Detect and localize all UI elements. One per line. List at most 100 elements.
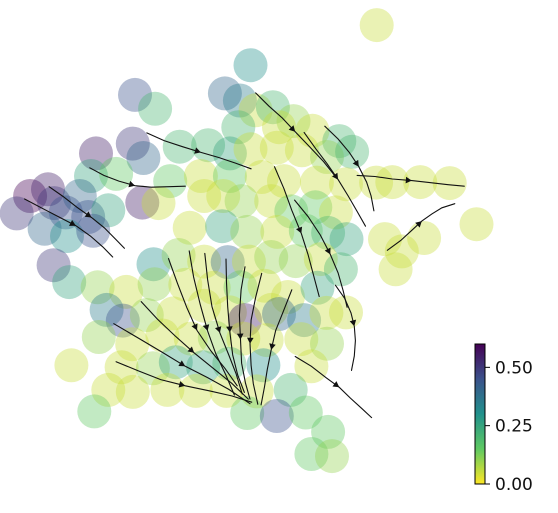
streamline-arrow-4 — [236, 333, 244, 340]
cell-point-113 — [158, 345, 193, 380]
cell-point-56 — [50, 219, 84, 253]
cell-point-101 — [81, 320, 116, 354]
cell-point-104 — [173, 321, 208, 356]
cell-point-125 — [77, 394, 112, 429]
cell-point-74 — [231, 244, 266, 279]
cell-point-119 — [115, 374, 150, 409]
cell-point-85 — [223, 270, 258, 305]
cell-point-130 — [294, 437, 329, 471]
cell-point-51 — [274, 194, 309, 229]
cell-point-93 — [187, 288, 222, 323]
cell-point-45 — [125, 185, 160, 220]
cell-point-18 — [212, 136, 247, 171]
colorbar: 0.00 0.25 0.50 — [474, 343, 533, 495]
cell-point-116 — [246, 348, 281, 383]
cell-point-67 — [378, 252, 413, 287]
cell-point-76 — [278, 244, 313, 279]
cell-point-97 — [262, 297, 296, 331]
cell-point-44 — [91, 193, 126, 228]
cell-point-46 — [141, 186, 176, 221]
cell-point-63 — [311, 215, 346, 250]
streamline-arrow-16 — [69, 220, 76, 226]
cell-point-75 — [254, 240, 289, 274]
colorbar-tick-label-2: 0.50 — [495, 358, 533, 378]
cell-point-98 — [287, 303, 322, 338]
cell-point-66 — [407, 221, 442, 255]
streamline-arrow-8 — [178, 381, 186, 388]
cell-point-16 — [162, 129, 197, 164]
cell-point-50 — [254, 184, 289, 219]
streamline-arrow-11 — [324, 247, 331, 255]
cell-point-41 — [62, 179, 97, 213]
colorbar-tick-label-1: 0.25 — [495, 417, 533, 437]
cell-point-128 — [288, 395, 323, 430]
cell-point-69 — [52, 265, 87, 300]
cell-point-65 — [368, 222, 402, 257]
cell-point-38 — [31, 172, 65, 207]
cell-point-127 — [259, 399, 294, 433]
cell-point-59 — [205, 209, 240, 244]
streamline-arrow-10 — [296, 226, 303, 234]
cell-point-61 — [260, 214, 295, 249]
cell-point-36 — [432, 166, 467, 201]
cell-point-91 — [129, 298, 164, 332]
cell-point-7 — [255, 90, 290, 125]
cell-point-8 — [276, 104, 311, 139]
cell-point-55 — [27, 211, 62, 246]
cell-point-88 — [300, 270, 335, 305]
cell-point-54 — [459, 207, 494, 242]
cell-point-25 — [99, 156, 134, 191]
cell-point-124 — [273, 372, 308, 407]
cell-point-53 — [318, 195, 353, 230]
streamline-arrow-12 — [288, 125, 296, 132]
streamline-arrow-6 — [187, 346, 195, 353]
cell-point-120 — [150, 372, 185, 407]
cell-point-80 — [80, 270, 115, 305]
cell-point-12 — [221, 110, 256, 145]
cell-point-84 — [196, 270, 231, 305]
cell-point-102 — [115, 327, 150, 362]
cell-point-95 — [228, 303, 262, 338]
cell-point-33 — [359, 165, 394, 200]
streamline-arrow-1 — [202, 324, 210, 331]
cell-point-17 — [191, 128, 226, 163]
cell-point-40 — [37, 186, 72, 221]
cell-point-109 — [310, 326, 344, 361]
cell-point-4 — [207, 76, 242, 111]
cell-point-34 — [375, 165, 410, 200]
streamline-arrow-0 — [191, 323, 198, 331]
cell-point-2 — [118, 77, 152, 112]
cell-point-118 — [91, 372, 126, 407]
cell-point-5 — [222, 83, 257, 118]
cell-point-79 — [384, 234, 419, 269]
streamline-arrow-17 — [84, 211, 92, 218]
cell-point-68 — [36, 248, 71, 283]
cell-point-126 — [230, 396, 265, 430]
cell-point-42 — [48, 195, 83, 230]
cell-point-57 — [76, 213, 111, 248]
cell-point-129 — [311, 414, 346, 449]
streamline-arrow-14 — [405, 176, 412, 184]
cell-point-3 — [138, 91, 173, 126]
cell-point-60 — [230, 214, 265, 249]
cell-point-10 — [295, 113, 330, 148]
cell-point-81 — [109, 274, 144, 309]
cell-point-112 — [135, 351, 170, 386]
colorbar-tick-label-0: 0.00 — [495, 475, 533, 495]
cell-point-70 — [136, 247, 171, 282]
cell-point-0 — [359, 8, 394, 43]
cell-point-29 — [244, 160, 279, 194]
streamline-arrow-5 — [247, 337, 254, 344]
streamline-arrow-9 — [269, 343, 276, 350]
cell-point-20 — [259, 130, 294, 165]
cell-point-121 — [178, 373, 213, 408]
cell-point-58 — [172, 210, 207, 245]
cell-point-108 — [284, 322, 319, 357]
cell-point-1 — [233, 48, 268, 83]
cell-point-24 — [74, 159, 108, 193]
cell-point-14 — [115, 126, 150, 161]
cell-point-37 — [13, 179, 48, 213]
streamline-arrow-18 — [128, 180, 135, 188]
cell-point-39 — [0, 196, 34, 231]
